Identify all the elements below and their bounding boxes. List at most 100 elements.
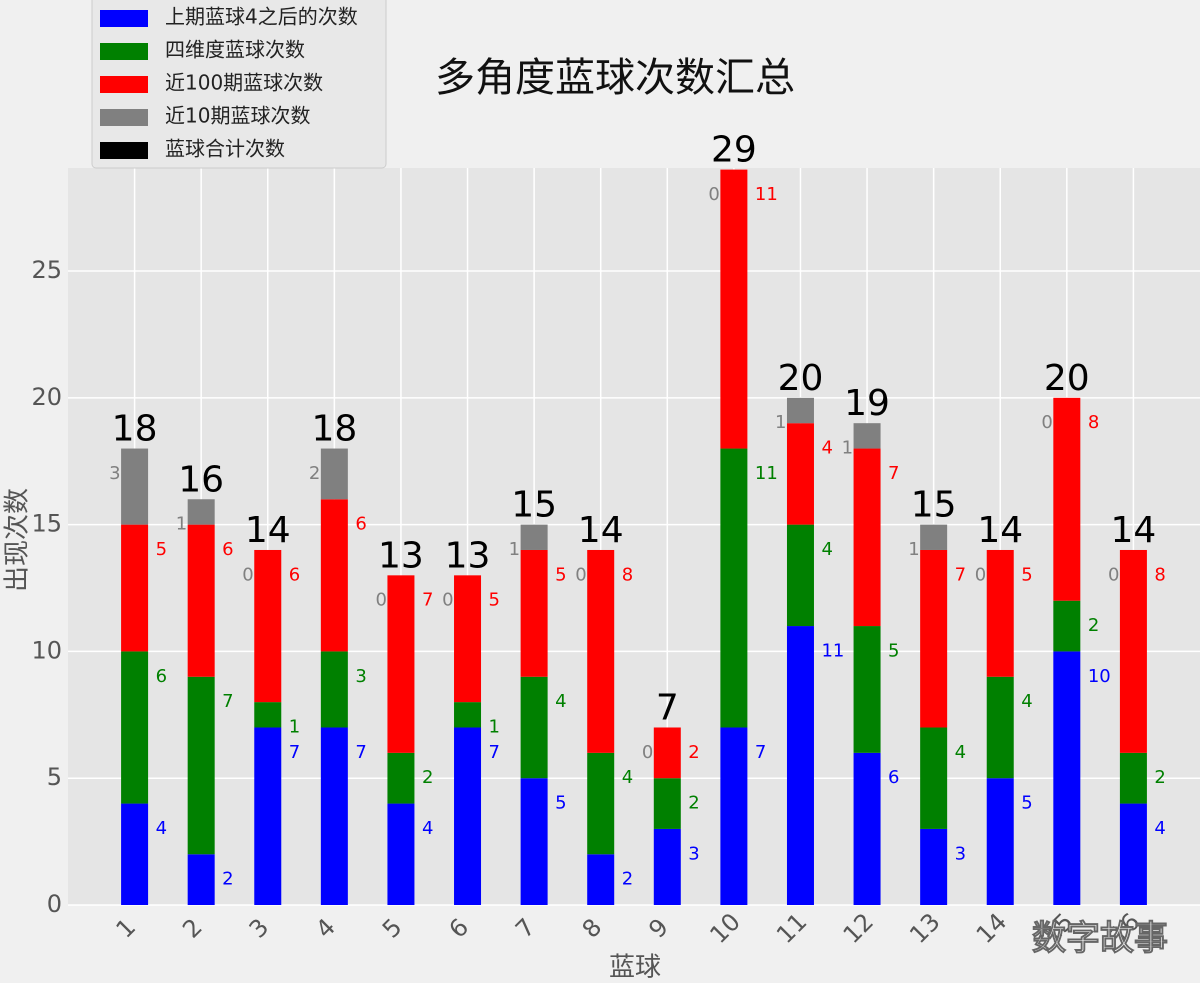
bar-segment <box>853 626 881 753</box>
bar-segment <box>187 854 215 905</box>
value-label: 1 <box>775 412 786 433</box>
bar-segment <box>920 549 948 728</box>
y-tick-label: 25 <box>31 256 62 284</box>
bar-segment <box>853 448 881 627</box>
bar-segment <box>786 397 814 424</box>
value-label: 1 <box>489 716 500 737</box>
bar-segment <box>187 676 215 855</box>
total-label: 20 <box>1044 358 1090 399</box>
value-label: 1 <box>509 539 520 560</box>
bar-segment <box>254 727 282 905</box>
value-label: 11 <box>755 463 778 484</box>
legend-label: 蓝球合计次数 <box>165 137 285 161</box>
value-label: 2 <box>688 742 699 763</box>
total-label: 13 <box>378 535 424 576</box>
legend-label: 四维度蓝球次数 <box>165 38 305 62</box>
value-label: 5 <box>156 539 167 560</box>
legend-swatch <box>100 76 148 93</box>
bar-segment <box>853 423 881 449</box>
value-label: 6 <box>289 564 300 585</box>
y-tick-label: 0 <box>47 890 62 918</box>
value-label: 0 <box>575 564 586 585</box>
y-tick-label: 10 <box>31 636 62 664</box>
total-label: 14 <box>1111 510 1157 551</box>
legend-box <box>91 0 387 169</box>
bar-segment <box>1119 549 1147 753</box>
bar-segment <box>121 524 149 652</box>
value-label: 2 <box>622 869 633 890</box>
value-label: 0 <box>642 742 653 763</box>
total-label: 18 <box>112 409 158 450</box>
legend-swatch <box>100 10 148 27</box>
value-label: 6 <box>156 666 167 687</box>
bar-segment <box>520 549 548 677</box>
value-label: 4 <box>156 818 167 839</box>
bar-segment <box>986 778 1014 905</box>
value-label: 4 <box>821 438 832 459</box>
value-label: 4 <box>555 691 566 712</box>
bar-segment <box>653 778 681 829</box>
total-label: 14 <box>977 510 1023 551</box>
bar-segment <box>320 499 348 652</box>
value-label: 0 <box>708 184 719 205</box>
bar-segment <box>1053 651 1081 905</box>
total-label: 13 <box>445 535 491 576</box>
value-label: 7 <box>289 742 300 763</box>
bar-segment <box>653 828 681 905</box>
bar-segment <box>786 524 814 627</box>
value-label: 6 <box>222 539 233 560</box>
bar-segment <box>853 752 881 905</box>
value-label: 4 <box>1154 818 1165 839</box>
value-label: 5 <box>888 640 899 661</box>
total-label: 19 <box>844 383 890 424</box>
value-label: 6 <box>355 514 366 535</box>
value-label: 1 <box>289 716 300 737</box>
bar-segment <box>786 626 814 905</box>
bar-segment <box>587 854 615 905</box>
value-label: 4 <box>422 818 433 839</box>
value-label: 2 <box>1088 615 1099 636</box>
bar-segment <box>1053 397 1081 601</box>
y-axis-label: 出现次数 <box>3 488 33 592</box>
bar-segment <box>320 727 348 905</box>
value-label: 7 <box>955 564 966 585</box>
value-label: 1 <box>908 539 919 560</box>
value-label: 2 <box>422 767 433 788</box>
bar-segment <box>121 651 149 804</box>
watermark: 数字故事 <box>1032 919 1168 959</box>
value-label: 5 <box>1021 564 1032 585</box>
bar-segment <box>986 549 1014 677</box>
value-label: 7 <box>222 691 233 712</box>
value-label: 8 <box>1088 412 1099 433</box>
total-label: 15 <box>911 485 957 526</box>
bar-segment <box>920 727 948 829</box>
y-tick-label: 15 <box>31 510 62 538</box>
value-label: 1 <box>842 438 853 459</box>
value-label: 7 <box>422 590 433 611</box>
bar-segment <box>121 803 149 905</box>
bar-segment <box>920 828 948 905</box>
bar-segment <box>187 499 215 525</box>
x-axis-label: 蓝球 <box>609 953 661 983</box>
bar-segment <box>1119 752 1147 804</box>
value-label: 0 <box>442 590 453 611</box>
value-label: 0 <box>975 564 986 585</box>
bar-segment <box>387 575 415 753</box>
bar-segment <box>653 727 681 779</box>
value-label: 3 <box>355 666 366 687</box>
value-label: 4 <box>955 742 966 763</box>
bar-segment <box>1053 600 1081 652</box>
bar-segment <box>187 524 215 677</box>
value-label: 2 <box>309 463 320 484</box>
total-label: 14 <box>245 510 291 551</box>
bar-segment <box>254 702 282 728</box>
value-label: 10 <box>1088 666 1111 687</box>
bar-segment <box>254 549 282 703</box>
bar-segment <box>320 651 348 728</box>
value-label: 0 <box>375 590 386 611</box>
value-label: 5 <box>555 793 566 814</box>
value-label: 7 <box>888 463 899 484</box>
